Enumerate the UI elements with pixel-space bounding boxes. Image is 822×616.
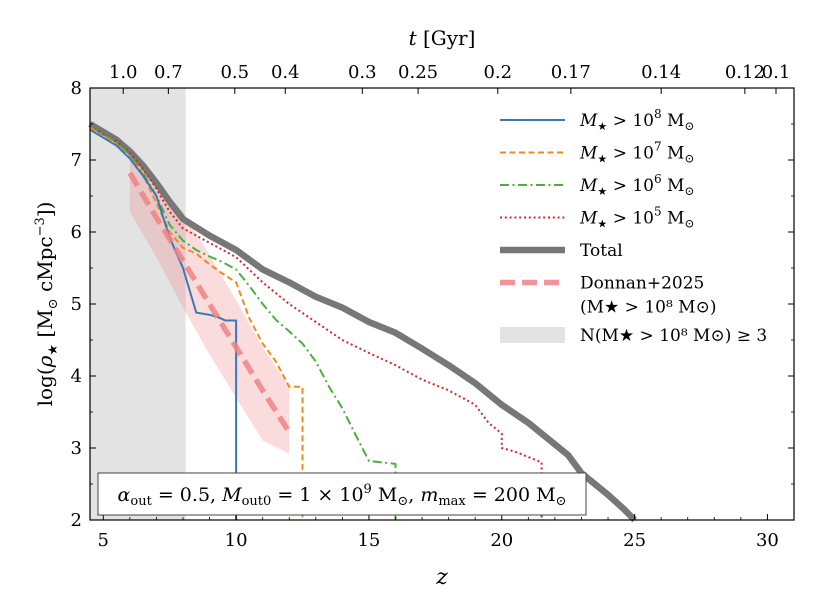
x-tick-label: 20 — [490, 530, 513, 551]
plot-area-background — [90, 88, 794, 520]
top-tick-label: 0.14 — [641, 62, 681, 83]
legend-item-s5: M★ > 105 M⊙ — [500, 205, 695, 231]
series-line-total — [88, 121, 637, 523]
axis-ticks-layer: 5 10 15 20 25 30 2 3 4 5 6 7 8 1.0 0.7 0.5 0.4 0.3 0.25 0.2… — [71, 62, 795, 551]
legend-item-s6: M★ > 106 M⊙ — [500, 172, 695, 198]
top-tick-label: 0.1 — [762, 62, 791, 83]
legend-item-reg: N(M★ > 10⁸ M⊙) ≥ 3 — [500, 326, 767, 346]
legend-label: N(M★ > 10⁸ M⊙) ≥ 3 — [580, 326, 767, 346]
top-tick-label: 0.12 — [725, 62, 765, 83]
parameter-annotation: αout = 0.5, Mout0 = 1 × 109 M⊙, mmax = 2… — [97, 472, 587, 516]
x-tick-label: 5 — [98, 530, 109, 551]
legend-label: Total — [580, 241, 623, 261]
legend-label-line2: (M★ > 10⁸ M⊙) — [580, 298, 716, 318]
top-tick-label: 1.0 — [109, 62, 138, 83]
y-tick-label: 8 — [71, 78, 82, 99]
y-tick-label: 7 — [71, 150, 82, 171]
legend-item-don: Donnan+2025 (M★ > 10⁸ M⊙) — [500, 274, 716, 318]
y-tick-label: 5 — [71, 294, 82, 315]
legend-item-tot: Total — [500, 241, 623, 261]
y-tick-label: 2 — [71, 510, 82, 531]
y-tick-label: 3 — [71, 438, 82, 459]
top-tick-label: 0.2 — [483, 62, 512, 83]
legend-swatch — [500, 327, 565, 343]
legend-label: M★ > 106 M⊙ — [579, 172, 695, 198]
annotation-text: αout = 0.5, Mout0 = 1 × 109 M⊙, mmax = 2… — [118, 482, 567, 509]
legend-label: M★ > 108 M⊙ — [579, 107, 695, 133]
series-line-mstar-gt-1e5 — [89, 125, 543, 520]
legend-label: M★ > 107 M⊙ — [579, 140, 695, 166]
series-layer — [88, 121, 637, 523]
top-tick-label: 0.17 — [551, 62, 591, 83]
top-tick-label: 0.25 — [398, 62, 438, 83]
series-line-mstar-gt-1e6 — [89, 126, 397, 520]
y-tick-label: 6 — [71, 222, 82, 243]
x-tick-label: 10 — [225, 530, 248, 551]
y-axis-label: log(ρ★ [M⊙ cMpc−3]) — [33, 202, 61, 407]
legend-item-s8: M★ > 108 M⊙ — [500, 107, 695, 133]
x-axis-label: z — [435, 565, 448, 590]
top-tick-label: 0.5 — [220, 62, 249, 83]
series-line-donnan2025 — [127, 171, 292, 434]
x-tick-label: 15 — [357, 530, 380, 551]
top-axis-label: t [Gyr] — [409, 26, 476, 50]
shaded-region — [90, 88, 186, 520]
x-tick-label: 25 — [623, 530, 646, 551]
x-tick-label: 30 — [756, 530, 779, 551]
legend-item-s7: M★ > 107 M⊙ — [500, 140, 695, 166]
legend-label: Donnan+2025 — [580, 274, 704, 294]
shaded-region-layer — [90, 88, 186, 520]
y-tick-label: 4 — [71, 366, 82, 387]
top-tick-label: 0.7 — [154, 62, 183, 83]
legend-label: M★ > 105 M⊙ — [579, 205, 695, 231]
top-tick-label: 0.4 — [271, 62, 300, 83]
top-tick-label: 0.3 — [348, 62, 377, 83]
annotation-box — [97, 472, 587, 516]
legend: M★ > 108 M⊙ M★ > 107 M⊙ M★ > 106 M⊙ M★ > 10… — [500, 107, 767, 346]
